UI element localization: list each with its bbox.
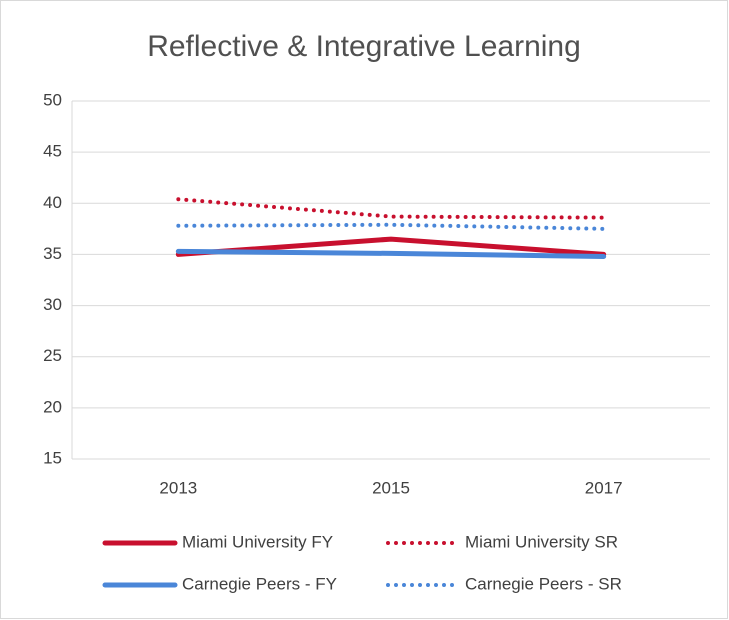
- y-tick-label: 50: [43, 90, 62, 109]
- y-tick-label: 35: [43, 244, 62, 263]
- y-tick-label: 45: [43, 142, 62, 161]
- legend-label: Carnegie Peers - SR: [465, 574, 622, 593]
- series-line: [176, 222, 606, 231]
- y-tick-label: 40: [43, 193, 62, 212]
- series-line: [176, 197, 606, 220]
- legend-label: Carnegie Peers - FY: [182, 574, 337, 593]
- chart-title: Reflective & Integrative Learning: [147, 30, 581, 63]
- legend-label: Miami University FY: [182, 532, 333, 551]
- y-tick-label: 15: [43, 448, 62, 467]
- x-tick-label: 2015: [372, 478, 410, 497]
- y-tick-label: 25: [43, 346, 62, 365]
- y-tick-label: 20: [43, 397, 62, 416]
- series-line: [175, 236, 607, 257]
- x-tick-label: 2017: [585, 478, 623, 497]
- x-tick-label: 2013: [159, 478, 197, 497]
- y-tick-label: 30: [43, 295, 62, 314]
- series-line: [175, 248, 607, 259]
- legend-label: Miami University SR: [465, 532, 618, 551]
